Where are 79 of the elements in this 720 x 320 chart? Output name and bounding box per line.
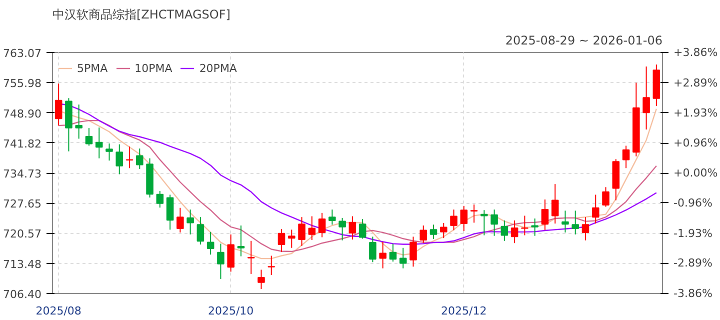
chart-title: 中汉软商品综指[ZHCTMAGSOF] bbox=[52, 8, 230, 22]
y2-tick-label: -3.86% bbox=[674, 287, 712, 300]
candlestick bbox=[460, 205, 468, 232]
candlestick bbox=[510, 220, 518, 244]
candlestick bbox=[521, 215, 528, 236]
x-tick-label: 2025/12 bbox=[441, 304, 487, 318]
candlestick bbox=[572, 210, 579, 235]
candlestick bbox=[541, 198, 549, 231]
candlestick bbox=[348, 216, 356, 240]
candlestick bbox=[156, 190, 164, 208]
candlestick bbox=[278, 228, 286, 253]
x-tick-label: 2025/08 bbox=[36, 304, 82, 318]
y-tick-label: 763.07 bbox=[3, 47, 42, 60]
y-tick-label: 741.82 bbox=[3, 137, 42, 150]
y2-tick-label: -1.93% bbox=[674, 226, 712, 240]
candlestick bbox=[358, 218, 366, 240]
y-tick-label: 727.65 bbox=[3, 198, 42, 211]
candlestick bbox=[470, 204, 478, 224]
candlestick bbox=[551, 184, 559, 224]
candlestick bbox=[217, 243, 224, 280]
candlestick bbox=[308, 216, 316, 241]
candlestick bbox=[106, 142, 113, 162]
legend-label: 10PMA bbox=[134, 62, 172, 74]
candlestick bbox=[500, 220, 508, 242]
candlestick bbox=[582, 216, 590, 241]
y-tick-label: 720.57 bbox=[3, 228, 42, 241]
candlestick bbox=[268, 255, 276, 276]
candlestick bbox=[136, 148, 144, 170]
candlestick bbox=[592, 194, 600, 224]
chart-subtitle: 2025-08-29 ~ 2026-01-06 bbox=[505, 34, 663, 48]
x-tick-label: 2025/10 bbox=[208, 304, 254, 318]
candlestick bbox=[298, 216, 306, 246]
candlestick bbox=[379, 241, 386, 269]
y-tick-label: 755.98 bbox=[3, 77, 42, 90]
candlestick bbox=[399, 247, 407, 269]
candlestick bbox=[206, 231, 214, 256]
candlestick bbox=[389, 243, 397, 262]
candlestick bbox=[237, 225, 245, 257]
y2-tick-label: +1.93% bbox=[674, 106, 718, 120]
y2-tick-label: +0.96% bbox=[674, 136, 718, 150]
y2-tick-label: +3.86% bbox=[674, 46, 718, 59]
y2-tick-label: +0.00% bbox=[674, 166, 718, 180]
candlestick bbox=[288, 229, 296, 248]
y2-tick-label: -0.96% bbox=[674, 196, 712, 210]
candlestick bbox=[642, 66, 650, 130]
candlestick bbox=[186, 209, 194, 235]
y-tick-label: 734.73 bbox=[3, 168, 42, 181]
candlestick bbox=[602, 186, 610, 208]
y2-tick-label: -2.89% bbox=[674, 256, 712, 270]
y2-tick-label: +2.89% bbox=[674, 76, 718, 90]
y-tick-label: 706.40 bbox=[3, 288, 42, 301]
y-tick-label: 748.90 bbox=[3, 107, 42, 120]
candlestick bbox=[328, 209, 336, 226]
candlestick bbox=[227, 234, 234, 272]
candlestick bbox=[85, 128, 93, 146]
candlestick bbox=[166, 194, 174, 230]
candlestick bbox=[116, 144, 124, 175]
candlestick bbox=[562, 210, 569, 233]
candlestick bbox=[440, 222, 448, 239]
candlestick bbox=[450, 209, 458, 231]
candlestick bbox=[338, 217, 346, 241]
candlestick bbox=[54, 83, 62, 126]
candlestick bbox=[95, 127, 103, 159]
candlestick bbox=[531, 218, 538, 236]
candlestick bbox=[176, 207, 184, 233]
candlestick bbox=[622, 145, 630, 169]
y-tick-label: 713.48 bbox=[3, 258, 42, 271]
candlestick bbox=[247, 240, 255, 274]
candlestick bbox=[258, 269, 265, 290]
candlestick bbox=[196, 216, 204, 246]
candlestick bbox=[430, 224, 438, 240]
candlestick bbox=[420, 225, 428, 244]
candlestick bbox=[410, 236, 417, 268]
legend-label: 20PMA bbox=[199, 62, 237, 74]
candlestick bbox=[318, 212, 326, 238]
candlestick bbox=[490, 209, 498, 236]
candlestick bbox=[369, 236, 376, 263]
legend-label: 5PMA bbox=[77, 62, 108, 74]
candlestick bbox=[75, 104, 82, 140]
